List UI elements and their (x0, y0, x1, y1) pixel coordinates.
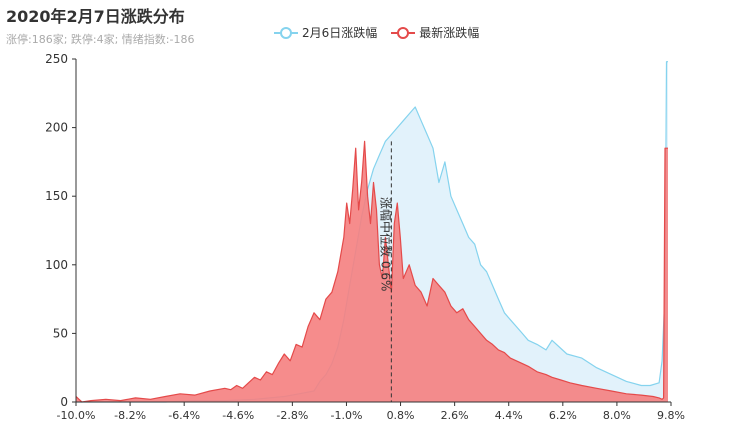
legend-marker-feb6-icon (274, 26, 298, 39)
x-tick-label-9: 6.2% (549, 409, 577, 422)
chart-legend: 2月6日涨跌幅 最新涨跌幅 (274, 24, 479, 41)
y-tick-label-100: 100 (45, 258, 68, 272)
x-tick-label-5: -1.0% (330, 409, 362, 422)
x-tick-label-8: 4.4% (495, 409, 523, 422)
y-tick-label-200: 200 (45, 121, 68, 135)
y-tick-label-150: 150 (45, 189, 68, 203)
x-tick-label-1: -8.2% (114, 409, 146, 422)
legend-item-feb6[interactable]: 2月6日涨跌幅 (274, 24, 377, 41)
legend-marker-latest-icon (391, 26, 416, 39)
axis-layer: 涨幅中位数 0.6% 0 50 100 150 200 250 -10.0% -8.2% -6.4… (45, 52, 685, 422)
x-tick-label-7: 2.6% (441, 409, 469, 422)
median-label: 涨幅中位数 0.6% (378, 197, 393, 291)
x-tick-label-2: -6.4% (168, 409, 200, 422)
series-area-1 (76, 141, 668, 403)
x-tick-label-11: 9.8% (657, 409, 685, 422)
x-tick-label-6: 0.8% (387, 409, 415, 422)
series-layer (75, 61, 668, 403)
y-tick-label-0: 0 (60, 395, 68, 409)
legend-label-feb6: 2月6日涨跌幅 (302, 26, 378, 40)
legend-label-latest: 最新涨跌幅 (419, 26, 480, 40)
y-tick-label-250: 250 (45, 52, 68, 66)
series-line-1 (75, 140, 668, 403)
chart-title: 2020年2月7日涨跌分布 (6, 7, 185, 26)
legend-item-latest[interactable]: 最新涨跌幅 (391, 24, 479, 41)
chart-subtitle: 涨停:186家; 跌停:4家; 情绪指数:-186 (6, 33, 195, 46)
y-tick-label-50: 50 (53, 326, 68, 340)
x-tick-label-10: 8.0% (603, 409, 631, 422)
x-tick-label-0: -10.0% (57, 409, 96, 422)
x-tick-label-3: -4.6% (222, 409, 254, 422)
x-tick-label-4: -2.8% (276, 409, 308, 422)
